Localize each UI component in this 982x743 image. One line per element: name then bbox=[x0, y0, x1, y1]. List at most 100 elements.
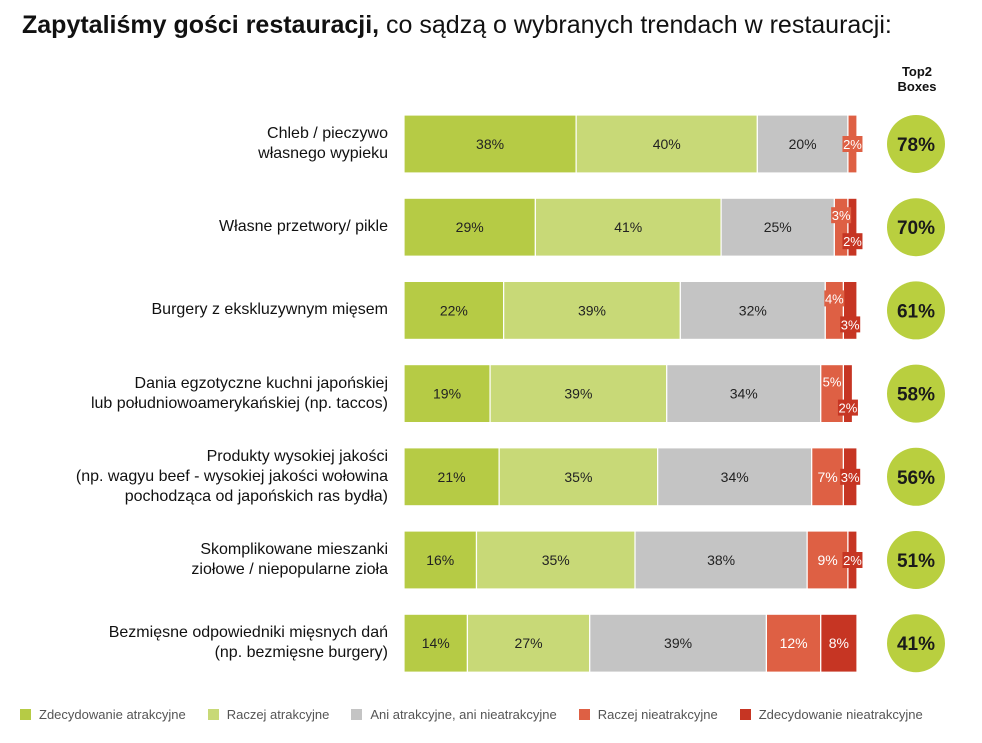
legend-swatch bbox=[578, 709, 590, 720]
bar-segment bbox=[403, 447, 500, 507]
data-label-box bbox=[842, 233, 863, 250]
bar-segment bbox=[806, 530, 849, 590]
bar-segment bbox=[498, 447, 659, 507]
top2-circle bbox=[887, 531, 945, 589]
data-label: 14% bbox=[422, 635, 450, 651]
data-label-box bbox=[831, 207, 852, 224]
data-label: 12% bbox=[780, 635, 808, 651]
bar-segment bbox=[679, 280, 826, 340]
data-label: 2% bbox=[843, 553, 862, 568]
top2-circle bbox=[887, 364, 945, 423]
legend-item: Raczej atrakcyjne bbox=[207, 707, 330, 722]
legend-label: Zdecydowanie nieatrakcyjne bbox=[758, 707, 923, 722]
top2-value: 78% bbox=[897, 135, 935, 156]
top2-value: 70% bbox=[897, 218, 935, 239]
category-label: Burgery z ekskluzywnym mięsem bbox=[151, 301, 389, 319]
bar-segment bbox=[765, 613, 822, 673]
bar-segment bbox=[403, 530, 478, 590]
data-label: 3% bbox=[832, 208, 851, 223]
bar-segment bbox=[657, 447, 813, 507]
data-label: 29% bbox=[456, 219, 484, 235]
bar-segment bbox=[756, 114, 849, 174]
data-label: 35% bbox=[564, 469, 592, 485]
bar-segment bbox=[403, 364, 491, 424]
data-label-box bbox=[842, 552, 863, 568]
data-label-box bbox=[824, 290, 845, 307]
data-label: 22% bbox=[440, 302, 468, 318]
legend-swatch bbox=[739, 709, 751, 720]
data-label: 38% bbox=[707, 552, 735, 568]
data-label-box bbox=[840, 316, 861, 333]
legend-swatch bbox=[207, 709, 219, 720]
stacked-bar-chart: 38% 40% 20% 2% 78% 29% 41% 25% 3% 2% 70% 22% 39% 32% 4… bbox=[403, 114, 945, 673]
legend-label: Zdecydowanie atrakcyjne bbox=[39, 707, 186, 722]
bar-segment bbox=[534, 197, 722, 257]
top2-value: 56% bbox=[897, 468, 935, 489]
data-label-box bbox=[837, 399, 858, 416]
legend-item: Zdecydowanie atrakcyjne bbox=[20, 707, 186, 722]
data-label: 35% bbox=[542, 552, 570, 568]
legend-item: Raczej nieatrakcyjne bbox=[578, 707, 718, 722]
top2-value: 41% bbox=[897, 634, 935, 655]
data-label-box bbox=[842, 136, 863, 152]
data-label: 4% bbox=[825, 291, 844, 306]
category-label: Produkty wysokiej jakości (np. wagyu bee… bbox=[75, 447, 388, 505]
data-label-box bbox=[840, 468, 861, 485]
top2-circle bbox=[887, 115, 945, 173]
bar-segment bbox=[403, 280, 505, 340]
bar-segment bbox=[842, 364, 854, 424]
data-label: 9% bbox=[817, 552, 837, 568]
category-label: Chleb / pieczywo własnego wypieku bbox=[258, 125, 388, 162]
data-label: 8% bbox=[829, 635, 849, 651]
top2-value: 51% bbox=[897, 551, 935, 572]
bar-segment bbox=[634, 530, 808, 590]
bar-segment bbox=[820, 613, 858, 673]
category-label: Skomplikowane mieszanki ziołowe / niepop… bbox=[191, 541, 388, 578]
data-label: 34% bbox=[730, 386, 758, 402]
top2-value: 61% bbox=[897, 301, 935, 322]
data-label: 39% bbox=[664, 635, 692, 651]
legend-item: Ani atrakcyjne, ani nieatrakcyjne bbox=[351, 707, 557, 722]
legend-label: Ani atrakcyjne, ani nieatrakcyjne bbox=[370, 707, 557, 722]
bar-segment bbox=[811, 447, 845, 507]
legend-label: Raczej atrakcyjne bbox=[226, 707, 330, 722]
legend-swatch bbox=[20, 709, 31, 720]
data-label: 21% bbox=[438, 469, 466, 485]
data-label: 38% bbox=[476, 136, 504, 152]
data-label: 7% bbox=[817, 469, 837, 485]
data-label: 16% bbox=[426, 552, 454, 568]
title-bold: Zapytaliśmy gości restauracji, bbox=[22, 11, 380, 39]
top2-value: 58% bbox=[897, 385, 935, 406]
top2-circle bbox=[887, 281, 945, 340]
bar-segment bbox=[403, 613, 469, 673]
data-label: 3% bbox=[841, 317, 860, 332]
data-label: 19% bbox=[433, 386, 461, 402]
title-rest: co sądzą o wybranych trendach w restaura… bbox=[379, 11, 892, 39]
data-label: 2% bbox=[839, 401, 858, 416]
top2-circle bbox=[887, 447, 945, 506]
legend-item: Zdecydowanie nieatrakcyjne bbox=[739, 707, 923, 722]
data-label: 25% bbox=[764, 219, 792, 235]
top2-circle bbox=[887, 198, 945, 257]
legend-label: Raczej nieatrakcyjne bbox=[597, 707, 718, 722]
top2-header: Top2 Boxes bbox=[897, 64, 937, 94]
top2-circle bbox=[887, 614, 945, 673]
data-label: 40% bbox=[653, 136, 681, 152]
data-label: 41% bbox=[614, 219, 642, 235]
data-label-box bbox=[822, 373, 843, 390]
data-label: 2% bbox=[843, 234, 862, 249]
bar-segment bbox=[720, 197, 835, 257]
data-label: 39% bbox=[578, 302, 606, 318]
bar-segment bbox=[589, 613, 767, 673]
data-label: 39% bbox=[564, 386, 592, 402]
data-label: 2% bbox=[843, 137, 862, 152]
bar-segment bbox=[475, 530, 636, 590]
legend-swatch bbox=[351, 709, 363, 720]
data-label: 32% bbox=[739, 302, 767, 318]
data-label: 5% bbox=[823, 375, 842, 390]
bar-segment bbox=[666, 364, 822, 424]
bar-segment bbox=[847, 197, 858, 257]
category-label: Bezmięsne odpowiedniki mięsnych dań (np.… bbox=[108, 624, 388, 662]
data-label: 20% bbox=[789, 136, 817, 152]
data-label: 3% bbox=[841, 470, 860, 485]
